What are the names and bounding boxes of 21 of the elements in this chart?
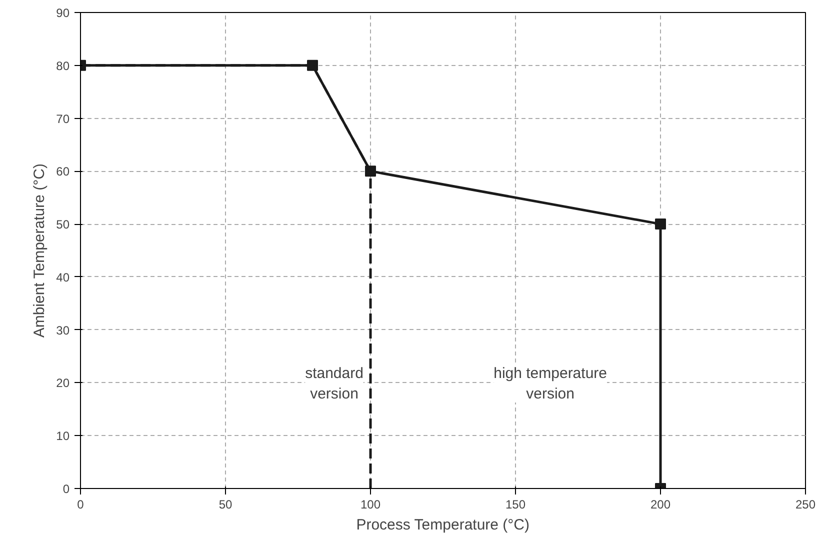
y-tick-label: 10 (56, 429, 70, 444)
y-tick-label: 40 (56, 270, 70, 284)
y-axis-title: Ambient Temperature (°C) (31, 164, 48, 338)
x-axis-title: Process Temperature (°C) (356, 516, 530, 534)
y-tick-label: 80 (56, 58, 70, 73)
y-tick-label: 50 (56, 218, 70, 232)
point (655, 218, 666, 230)
y-tick-label: 70 (56, 112, 70, 126)
x-tick-label: 250 (795, 498, 816, 512)
x-tick-label: 200 (650, 498, 671, 512)
y-tick-label: 20 (56, 376, 70, 390)
y-tick-label: 30 (56, 323, 70, 338)
x-tick-label: 100 (360, 498, 381, 512)
y-tick-label: 90 (56, 6, 70, 20)
x-tick-label: 50 (218, 498, 232, 512)
x-tick-label: 150 (505, 498, 526, 512)
y-tick-label: 0 (62, 482, 70, 496)
annotation: high temperature version (494, 365, 608, 402)
x-tick-label: 0 (77, 498, 84, 512)
annotation: standard version (305, 365, 364, 402)
y-tick-label: 60 (56, 164, 70, 179)
